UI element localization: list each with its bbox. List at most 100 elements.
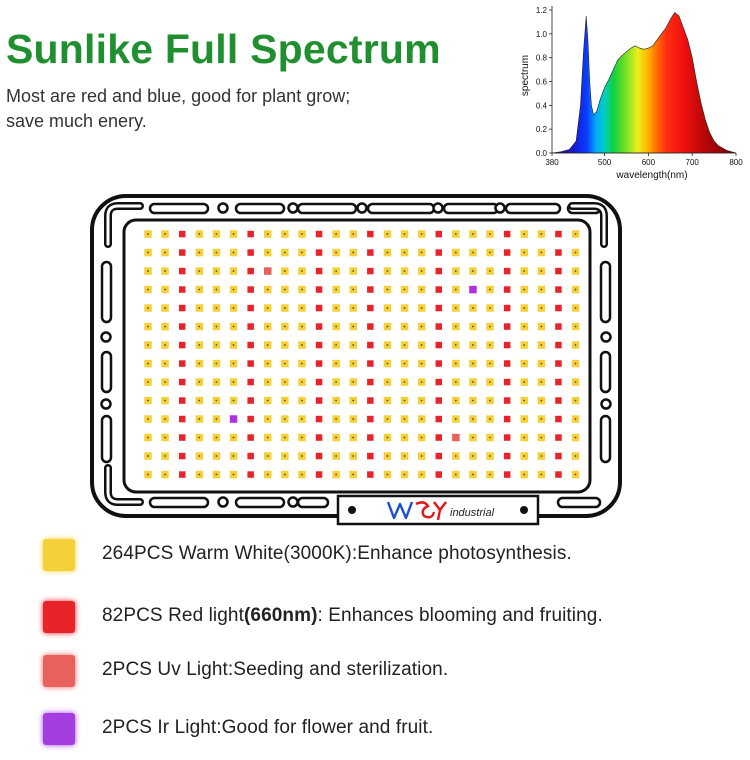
legend-item-red: 82PCS Red light(660nm): Enhances bloomin… [38, 597, 738, 637]
led-chip-dot [147, 362, 149, 365]
led-red [247, 286, 254, 293]
led-chip-dot [352, 270, 355, 272]
led-chip-dot [147, 455, 149, 457]
led-chip-dot [301, 288, 303, 291]
led-chip-dot [420, 251, 423, 254]
led-chip-dot [301, 307, 303, 309]
led-red [555, 434, 562, 441]
led-chip-dot [540, 381, 543, 383]
x-tick-label: 800 [729, 158, 743, 167]
led-red [315, 397, 323, 404]
led-red [555, 249, 562, 256]
led-red [367, 434, 374, 441]
led-chip-dot [283, 288, 286, 291]
led-chip-dot [215, 233, 218, 235]
led-red [315, 286, 323, 293]
led-red [435, 378, 442, 386]
led-chip-dot [232, 473, 235, 476]
led-red [315, 267, 323, 275]
led-chip-dot [403, 307, 406, 309]
top-screw-hole [217, 202, 229, 214]
led-red [315, 341, 323, 349]
led-chip-dot [403, 288, 406, 291]
badge-screw-left [348, 506, 356, 514]
led-chip-dot [198, 270, 201, 272]
led-chip-dot [283, 362, 286, 365]
led-chip-dot [198, 307, 201, 309]
led-chip-dot [215, 381, 218, 383]
led-chip-dot [283, 307, 286, 309]
led-red [179, 397, 186, 404]
led-chip-dot [266, 251, 269, 254]
led-chip-dot [198, 473, 201, 476]
led-chip-dot [335, 251, 337, 254]
led-chip-dot [489, 288, 491, 291]
led-red [555, 397, 562, 404]
led-chip-dot [232, 288, 235, 291]
led-chip-dot [335, 270, 337, 272]
led-chip-dot [489, 381, 491, 383]
legend-text-red: 82PCS Red light(660nm): Enhances bloomin… [102, 605, 603, 626]
spectrum-area [551, 11, 737, 154]
led-red [367, 341, 374, 349]
led-chip-dot [301, 436, 303, 439]
led-chip-dot [215, 251, 218, 254]
led-red [179, 341, 186, 349]
led-chip-dot [386, 381, 389, 383]
y-tick-label: 0.8 [536, 54, 548, 63]
led-chip-dot [352, 418, 355, 420]
led-red [367, 267, 374, 275]
top-vent-slot [366, 202, 436, 215]
swatch-red [43, 601, 75, 633]
led-chip-dot [215, 325, 218, 328]
led-red [179, 471, 186, 478]
led-chip-dot [198, 325, 201, 328]
led-chip-dot [232, 325, 235, 328]
led-chip-dot [386, 455, 389, 457]
badge-screw-right [520, 506, 528, 514]
led-chip-dot [489, 436, 491, 439]
led-red [315, 323, 323, 330]
led-chip-dot [283, 344, 286, 346]
led-uv [264, 267, 272, 275]
led-red [503, 415, 511, 423]
led-red [247, 230, 254, 238]
led-chip-dot [232, 455, 235, 457]
led-chip-dot [386, 436, 389, 439]
led-chip-dot [523, 418, 526, 420]
led-chip-dot [472, 381, 474, 383]
led-chip-dot [198, 251, 201, 254]
led-chip-dot [335, 344, 337, 346]
led-chip-dot [198, 455, 201, 457]
right-vent-slot [599, 414, 612, 464]
y-tick-label: 0.0 [536, 149, 548, 158]
led-chip-dot [420, 399, 423, 402]
led-chip-dot [540, 473, 543, 476]
led-chip-dot [147, 270, 149, 272]
led-chip-dot [164, 325, 166, 328]
legend-text-ir: 2PCS Ir Light:Good for flower and fruit. [102, 717, 434, 738]
top-screw-hole [287, 202, 299, 214]
led-chip-dot [386, 399, 389, 402]
led-chip-dot [147, 399, 149, 402]
led-red [435, 360, 442, 367]
led-chip-dot [215, 473, 218, 476]
led-red [247, 378, 254, 386]
led-chip-dot [574, 270, 577, 272]
led-chip-dot [283, 399, 286, 402]
led-chip-dot [454, 455, 457, 457]
led-panel-svg: industrial [90, 194, 622, 526]
led-chip-dot [403, 455, 406, 457]
led-chip-dot [198, 288, 201, 291]
left-vent-slot [100, 260, 113, 324]
led-red [555, 415, 562, 423]
brand-logo-s [415, 501, 436, 519]
led-chip-dot [266, 473, 269, 476]
led-chip-dot [335, 233, 337, 235]
legend-item-ir: 2PCS Ir Light:Good for flower and fruit. [38, 709, 738, 749]
led-panel: industrial [88, 192, 624, 532]
led-chip-dot [147, 473, 149, 476]
led-chip-dot [574, 325, 577, 328]
bottom-screw-hole [217, 496, 229, 508]
led-red [179, 267, 186, 275]
